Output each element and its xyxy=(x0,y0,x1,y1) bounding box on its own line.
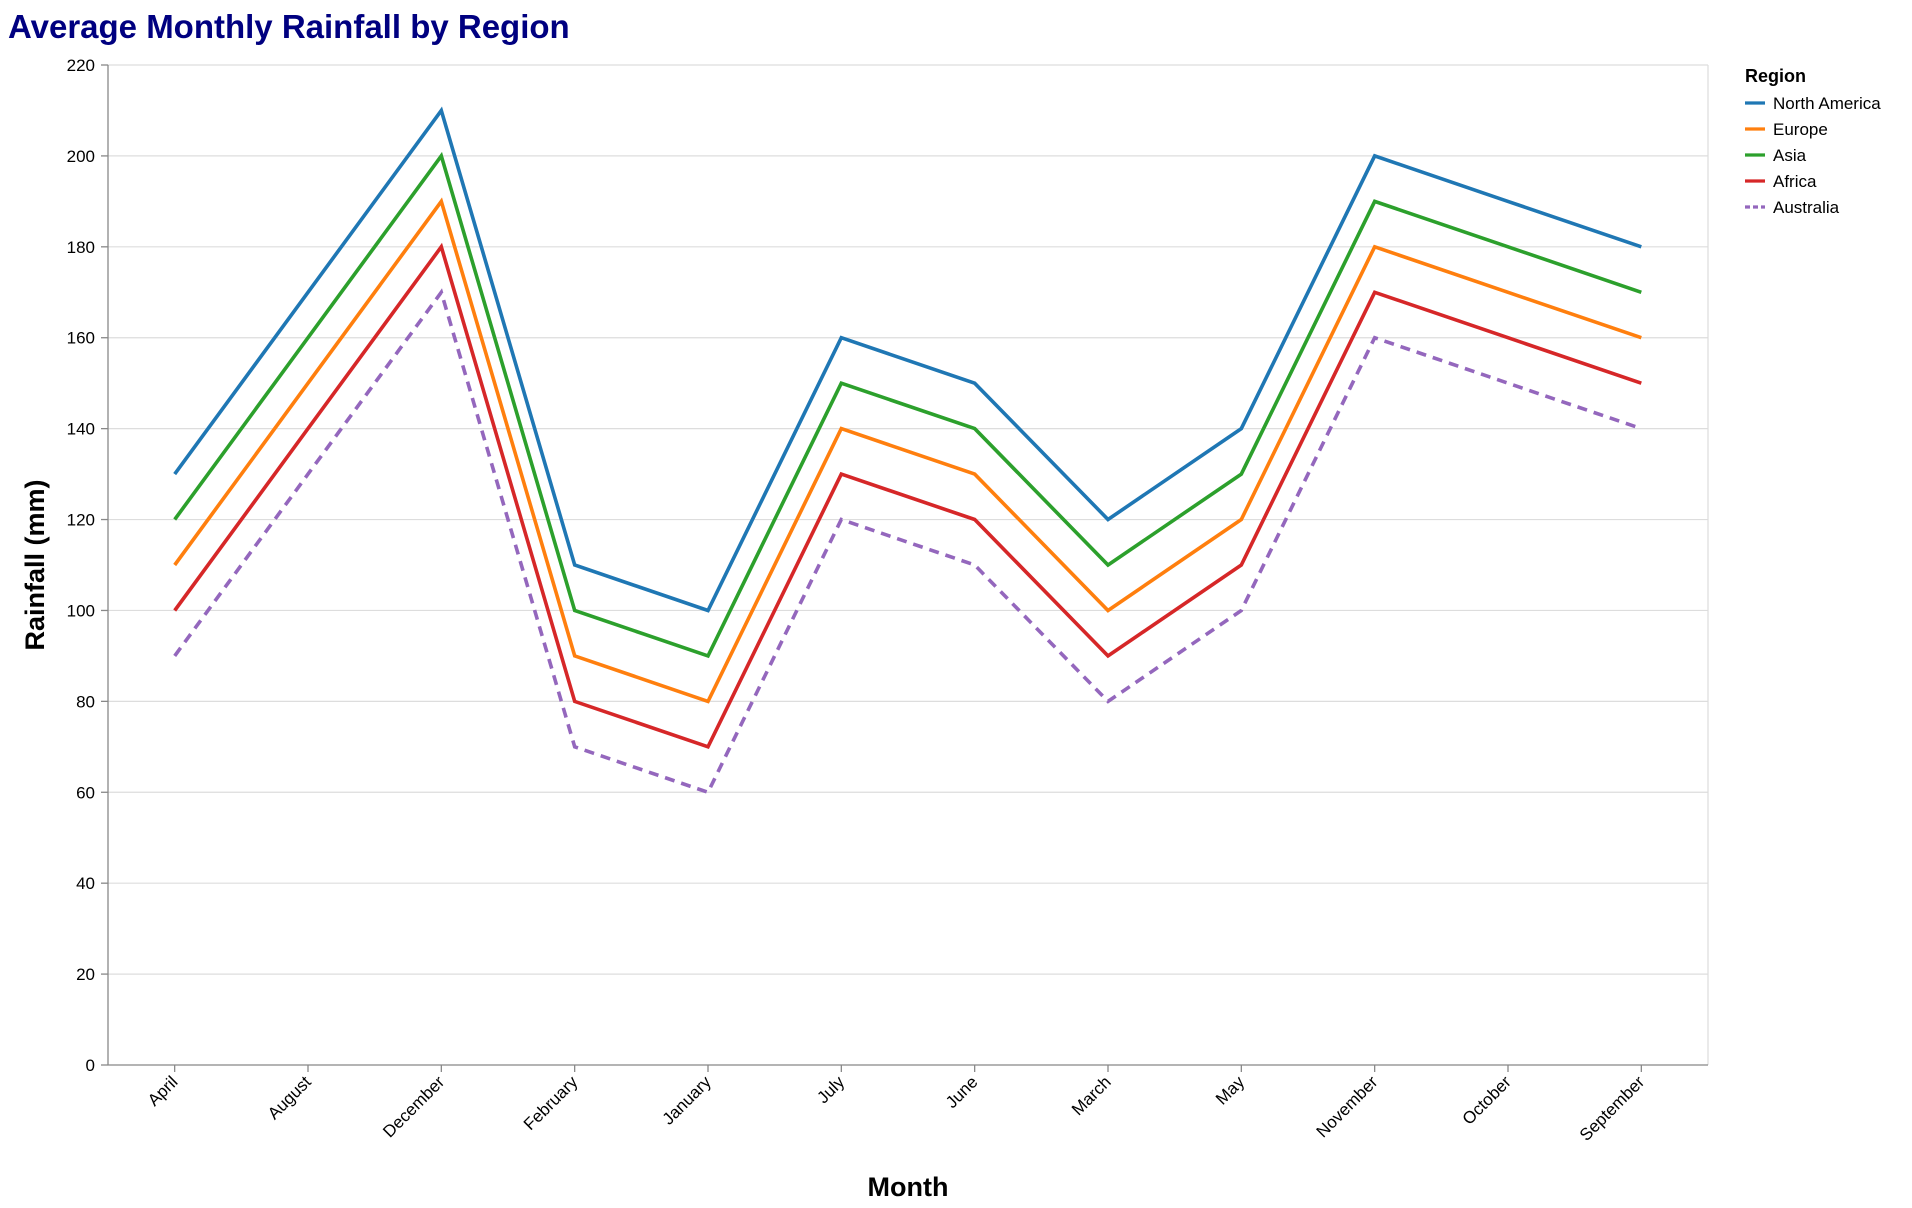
x-tick-label: October xyxy=(1459,1072,1515,1128)
legend-label: Australia xyxy=(1773,198,1840,217)
series-line-asia xyxy=(173,151,1642,659)
y-tick-label: 120 xyxy=(67,511,95,530)
legend-label: North America xyxy=(1773,94,1881,113)
x-tick-label: April xyxy=(144,1072,181,1109)
y-tick-label: 200 xyxy=(67,147,95,166)
x-tick-label: August xyxy=(264,1072,315,1123)
legend-items: North America Europe Asia Africa Australia xyxy=(1745,94,1881,217)
series-line-europe xyxy=(173,197,1642,704)
y-axis-title: Rainfall (mm) xyxy=(20,479,50,650)
y-tick-label: 180 xyxy=(67,238,95,257)
legend-label: Asia xyxy=(1773,146,1807,165)
series-lines xyxy=(173,106,1642,795)
legend-label: Africa xyxy=(1773,172,1817,191)
series-line-australia xyxy=(173,288,1642,795)
series-line-north-america xyxy=(173,106,1642,613)
x-tick-label: January xyxy=(659,1072,716,1129)
y-tick-label: 220 xyxy=(67,56,95,75)
series-line-africa xyxy=(173,242,1642,750)
y-tick-label: 140 xyxy=(67,420,95,439)
x-tick-label: February xyxy=(520,1072,582,1134)
legend-label: Europe xyxy=(1773,120,1828,139)
y-tick-label: 0 xyxy=(86,1056,95,1075)
y-tick-label: 80 xyxy=(76,692,95,711)
x-tick-label: July xyxy=(813,1072,848,1107)
x-tick-label: November xyxy=(1313,1072,1382,1141)
legend: Region North America Europe Asia Africa Aust… xyxy=(1745,66,1881,217)
x-tick-label: December xyxy=(379,1072,448,1141)
x-tick-label: June xyxy=(942,1072,982,1112)
y-tick-label: 20 xyxy=(76,965,95,984)
x-tick-label: March xyxy=(1068,1072,1115,1119)
axes: 0 20 40 60 80 100 120 140 160 180 200 220 April Augus… xyxy=(67,56,1708,1145)
x-tick-label: May xyxy=(1212,1072,1248,1108)
y-tick-label: 100 xyxy=(67,601,95,620)
y-tick-label: 160 xyxy=(67,329,95,348)
x-tick-label: September xyxy=(1576,1072,1648,1144)
y-tick-label: 40 xyxy=(76,874,95,893)
legend-title: Region xyxy=(1745,66,1806,86)
x-axis-title: Month xyxy=(868,1172,949,1202)
y-tick-label: 60 xyxy=(76,783,95,802)
chart-title: Average Monthly Rainfall by Region xyxy=(8,8,570,45)
gridlines xyxy=(108,64,1709,1065)
